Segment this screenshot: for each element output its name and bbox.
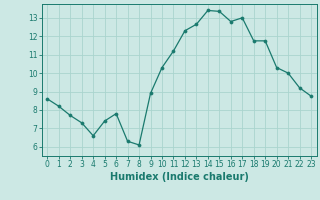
X-axis label: Humidex (Indice chaleur): Humidex (Indice chaleur) (110, 172, 249, 182)
